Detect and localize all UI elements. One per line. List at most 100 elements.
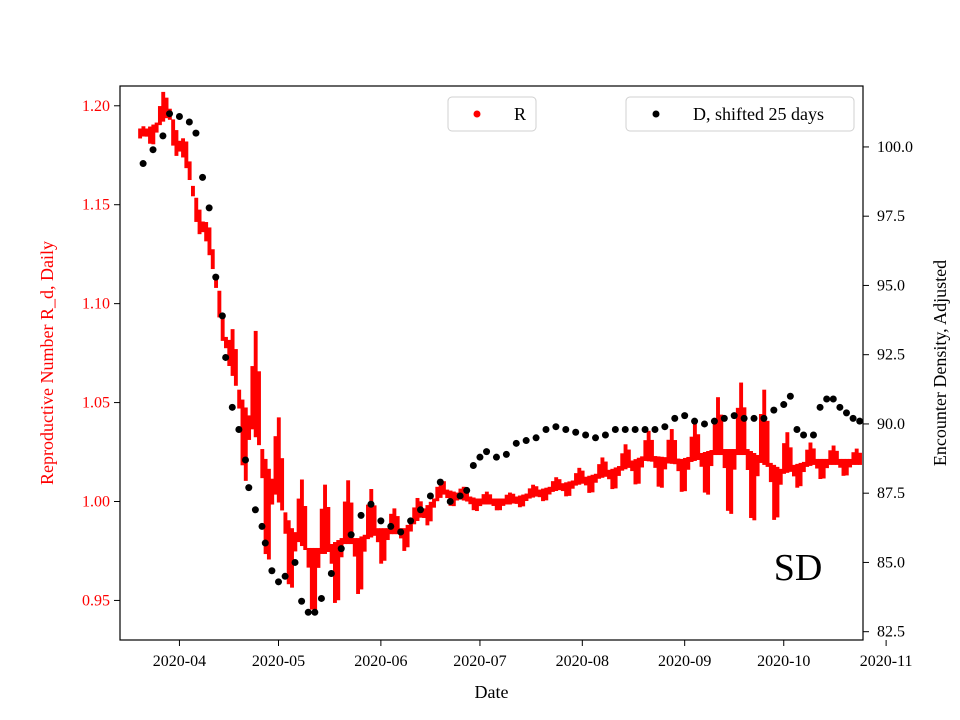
plot-frame — [119, 85, 864, 641]
d-point — [780, 401, 788, 409]
r-mark — [144, 128, 149, 137]
r-mark — [441, 481, 446, 495]
r-mark — [524, 493, 529, 502]
r-mark — [296, 498, 301, 543]
r-mark — [600, 457, 605, 478]
r-mark — [501, 498, 506, 506]
d-point — [681, 412, 689, 420]
r-mark — [336, 540, 341, 601]
r-mark — [623, 444, 628, 470]
r-mark — [689, 436, 694, 462]
x-axis: 2020-04 2020-05 2020-06 2020-07 2020-08 2020-… — [153, 640, 912, 670]
right-y-tick-label: 97.5 — [877, 208, 905, 225]
legend-d-marker — [652, 110, 660, 118]
r-mark — [362, 534, 367, 552]
r-mark — [224, 336, 228, 349]
d-point — [849, 414, 857, 422]
r-mark — [646, 430, 651, 462]
r-mark — [484, 491, 489, 505]
r-mark — [676, 458, 681, 472]
d-point — [387, 522, 395, 530]
r-mark — [379, 528, 384, 564]
r-mark — [517, 495, 522, 508]
r-mark — [702, 452, 707, 493]
d-point — [337, 545, 345, 553]
r-mark — [280, 458, 285, 511]
r-mark — [214, 276, 219, 288]
r-mark — [547, 486, 552, 495]
r-mark — [313, 547, 318, 610]
d-point — [235, 425, 243, 433]
r-mark — [372, 505, 377, 536]
r-mark — [768, 462, 773, 483]
r-mark — [474, 498, 479, 512]
d-point — [800, 431, 808, 439]
r-mark — [841, 458, 846, 476]
r-mark — [451, 491, 456, 507]
r-mark — [425, 505, 430, 526]
r-mark — [699, 452, 704, 467]
r-mark — [828, 450, 833, 465]
r-mark — [445, 489, 450, 499]
r-mark — [541, 488, 545, 502]
r-mark — [821, 458, 826, 479]
r-mark — [303, 506, 308, 551]
d-point — [367, 500, 375, 508]
r-mark — [263, 458, 268, 555]
r-mark — [531, 484, 536, 498]
d-point — [760, 414, 768, 422]
r-mark — [190, 185, 195, 197]
x-tick-label: 2020-07 — [453, 653, 506, 670]
r-mark — [233, 349, 238, 386]
r-mark — [369, 489, 374, 538]
d-point — [823, 395, 831, 403]
d-point — [730, 412, 738, 420]
d-point — [166, 110, 174, 118]
left-y-axis-label: Reproductive Number R_d, Daily — [37, 241, 57, 485]
legend-r: R — [447, 96, 537, 132]
right-y-tick-label: 100.0 — [877, 139, 913, 156]
r-mark — [712, 418, 717, 456]
d-point — [750, 414, 758, 422]
d-point — [311, 608, 319, 616]
r-mark — [557, 479, 562, 491]
r-mark — [742, 407, 747, 456]
right-y-axis: 82.5 85.0 87.5 90.0 92.5 95.0 97.5 100.0 — [863, 139, 913, 641]
left-y-tick-label: 1.05 — [82, 395, 110, 412]
r-mark — [844, 458, 849, 476]
d-point — [397, 528, 405, 536]
d-point — [218, 312, 226, 320]
d-point — [317, 594, 325, 602]
r-mark — [151, 124, 156, 145]
r-mark — [220, 313, 225, 341]
d-point — [856, 417, 864, 425]
d-point — [641, 425, 649, 433]
d-point — [700, 420, 708, 428]
r-mark — [382, 528, 387, 561]
r-mark — [749, 451, 753, 518]
r-mark — [468, 496, 473, 505]
r-mark — [663, 457, 668, 470]
r-mark — [554, 477, 559, 492]
r-mark — [204, 222, 209, 242]
r-mark — [795, 463, 800, 488]
left-y-tick-label: 1.20 — [82, 98, 110, 115]
r-mark — [356, 538, 361, 594]
r-mark — [752, 452, 757, 521]
d-point — [532, 434, 540, 442]
r-mark — [227, 339, 232, 366]
x-tick-label: 2020-08 — [556, 653, 609, 670]
r-mark — [735, 407, 740, 456]
legend-d: D, shifted 25 days — [625, 96, 855, 132]
r-mark — [534, 486, 539, 497]
r-mark — [323, 484, 327, 554]
r-mark — [154, 122, 159, 133]
r-mark — [838, 458, 843, 468]
r-mark — [574, 473, 578, 486]
r-mark — [514, 496, 519, 504]
r-mark — [593, 473, 598, 483]
d-point — [720, 414, 728, 422]
r-mark — [266, 468, 271, 560]
r-mark — [686, 456, 691, 470]
r-mark — [792, 464, 796, 477]
